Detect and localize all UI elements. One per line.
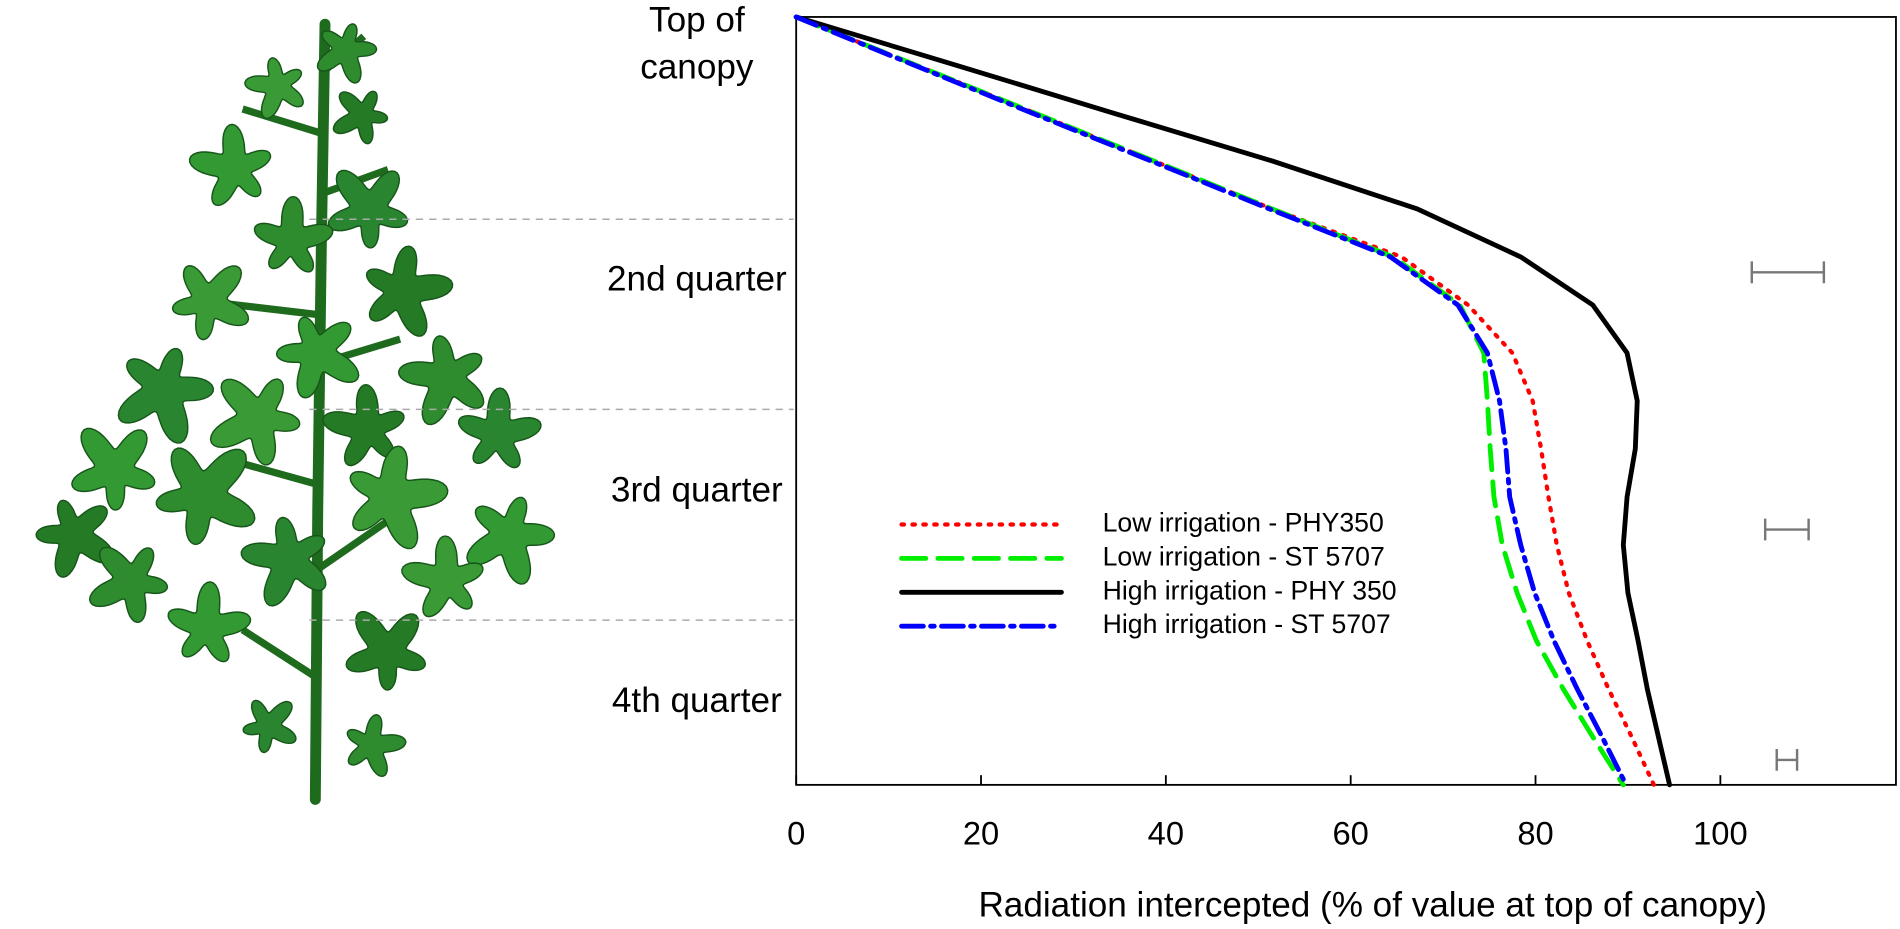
x-tick-label: 0 <box>787 814 805 851</box>
leaf <box>35 499 115 578</box>
leaf <box>171 265 250 341</box>
y-tick-label: 3rd quarter <box>610 471 783 511</box>
branch <box>315 517 391 573</box>
leaf <box>188 123 272 207</box>
y-tick-label-box: Top of canopy <box>640 1 754 88</box>
leaf <box>244 57 304 120</box>
leaf <box>398 335 485 426</box>
y-tick-label: 4th quarter <box>611 682 782 722</box>
y-tick-label: Top of canopy <box>640 1 754 88</box>
leaf <box>401 535 484 618</box>
leaf <box>322 383 405 467</box>
plot-frame <box>795 16 1897 786</box>
y-tick-label-box: 2nd quarter <box>607 260 787 299</box>
leaf <box>316 23 378 84</box>
y-tick-label-box: 4th quarter <box>611 682 782 722</box>
legend-label: High irrigation - ST 5707 <box>1103 609 1391 639</box>
leaf <box>466 496 556 585</box>
series-line <box>794 14 1656 787</box>
error-bar <box>1775 749 1799 771</box>
error-bar <box>1750 261 1826 284</box>
legend-label: Low irrigation - ST 5707 <box>1103 541 1385 571</box>
leaf <box>346 713 407 777</box>
leaf <box>71 427 156 511</box>
series-line <box>793 14 1673 788</box>
leaf <box>167 581 252 663</box>
legend-label: High irrigation - PHY 350 <box>1103 575 1397 605</box>
leaf <box>349 445 449 550</box>
leaf <box>327 169 409 249</box>
error-bar <box>1763 518 1810 541</box>
leaf <box>275 316 360 399</box>
x-tick-label: 60 <box>1333 814 1369 851</box>
x-tick-label: 40 <box>1148 814 1184 851</box>
y-tick-label: 2nd quarter <box>607 260 787 299</box>
x-tick-label: 80 <box>1517 814 1553 851</box>
x-axis-label: Radiation intercepted (% of value at top… <box>978 885 1767 924</box>
leaf <box>332 90 389 145</box>
leaf <box>209 378 301 466</box>
leaf <box>458 387 542 469</box>
leaf <box>117 347 215 444</box>
leaf <box>242 699 297 754</box>
legend-label: Low irrigation - PHY350 <box>1103 507 1384 537</box>
y-tick-label-box: 3rd quarter <box>610 471 783 511</box>
x-tick-label: 20 <box>963 814 999 851</box>
stem <box>309 18 331 805</box>
x-tick-label: 100 <box>1693 814 1748 851</box>
branch <box>241 105 323 137</box>
series-line <box>793 14 1629 788</box>
leaf <box>345 611 427 691</box>
plant-illustration <box>35 18 556 805</box>
leaf <box>155 447 256 546</box>
leaf <box>88 546 169 624</box>
leaf <box>240 516 327 607</box>
leaf <box>253 195 334 273</box>
leaf <box>365 245 454 337</box>
branch <box>240 626 320 682</box>
